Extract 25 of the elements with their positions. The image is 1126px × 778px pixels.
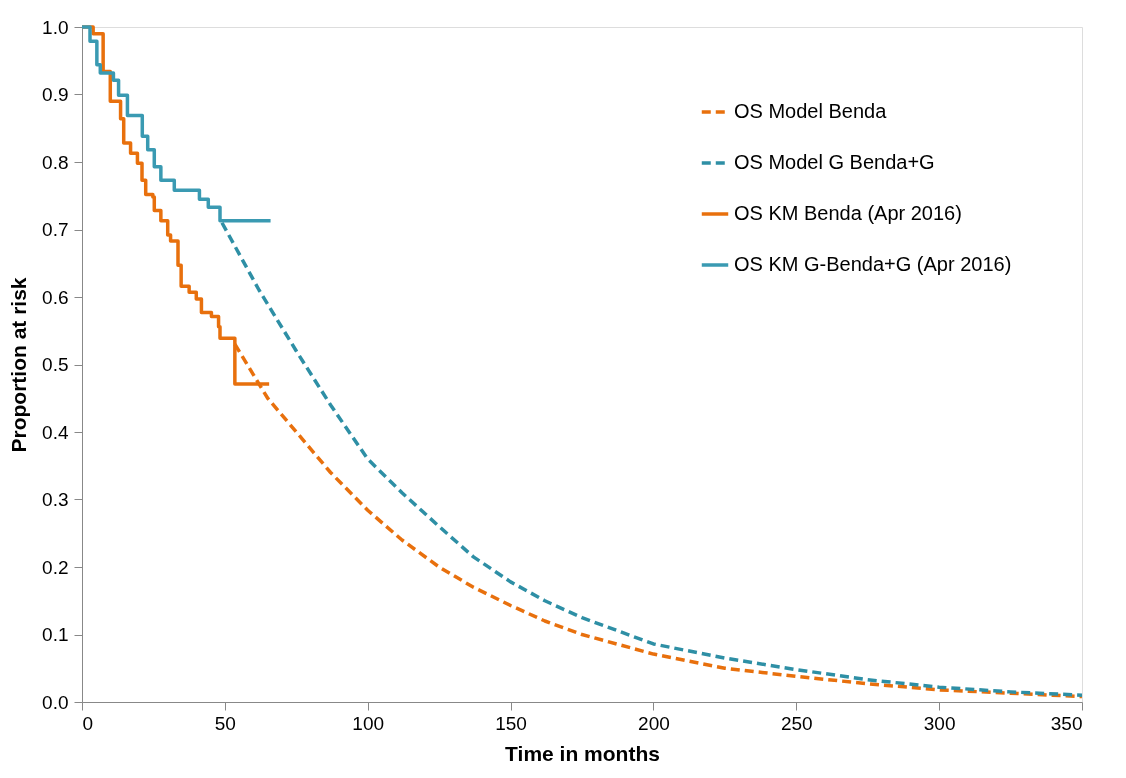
- y-tick-label: 0.9: [42, 84, 69, 105]
- x-tick-label: 100: [352, 712, 385, 734]
- y-tick-label: 0.8: [42, 151, 69, 173]
- legend-label: OS KM G-Benda+G (Apr 2016): [734, 253, 1012, 275]
- y-tick-label: 0.4: [42, 421, 69, 443]
- x-tick-label: 300: [923, 712, 956, 734]
- y-tick-label: 0.2: [42, 556, 69, 578]
- y-axis-title: Proportion at risk: [7, 277, 31, 453]
- y-tick-label: 0.3: [42, 489, 69, 510]
- x-tick-label: 250: [780, 712, 813, 734]
- y-tick-label: 0.6: [42, 286, 69, 308]
- legend-label: OS KM Benda (Apr 2016): [734, 202, 962, 224]
- y-tick-label: 0.0: [42, 691, 69, 713]
- x-tick-label: 350: [1050, 712, 1083, 734]
- y-tick-label: 0.7: [42, 219, 69, 240]
- x-tick-label: 200: [638, 712, 670, 734]
- y-tick-label: 0.5: [42, 354, 69, 375]
- y-tick-label: 1.0: [42, 16, 69, 38]
- x-tick-label: 0: [82, 712, 94, 734]
- x-tick-label: 150: [495, 712, 527, 734]
- legend-label: OS Model Benda: [734, 100, 888, 122]
- legend-label: OS Model G Benda+G: [734, 151, 935, 173]
- y-tick-label: 0.1: [42, 624, 69, 645]
- x-axis-title: Time in months: [505, 741, 660, 765]
- x-tick-label: 50: [214, 712, 236, 734]
